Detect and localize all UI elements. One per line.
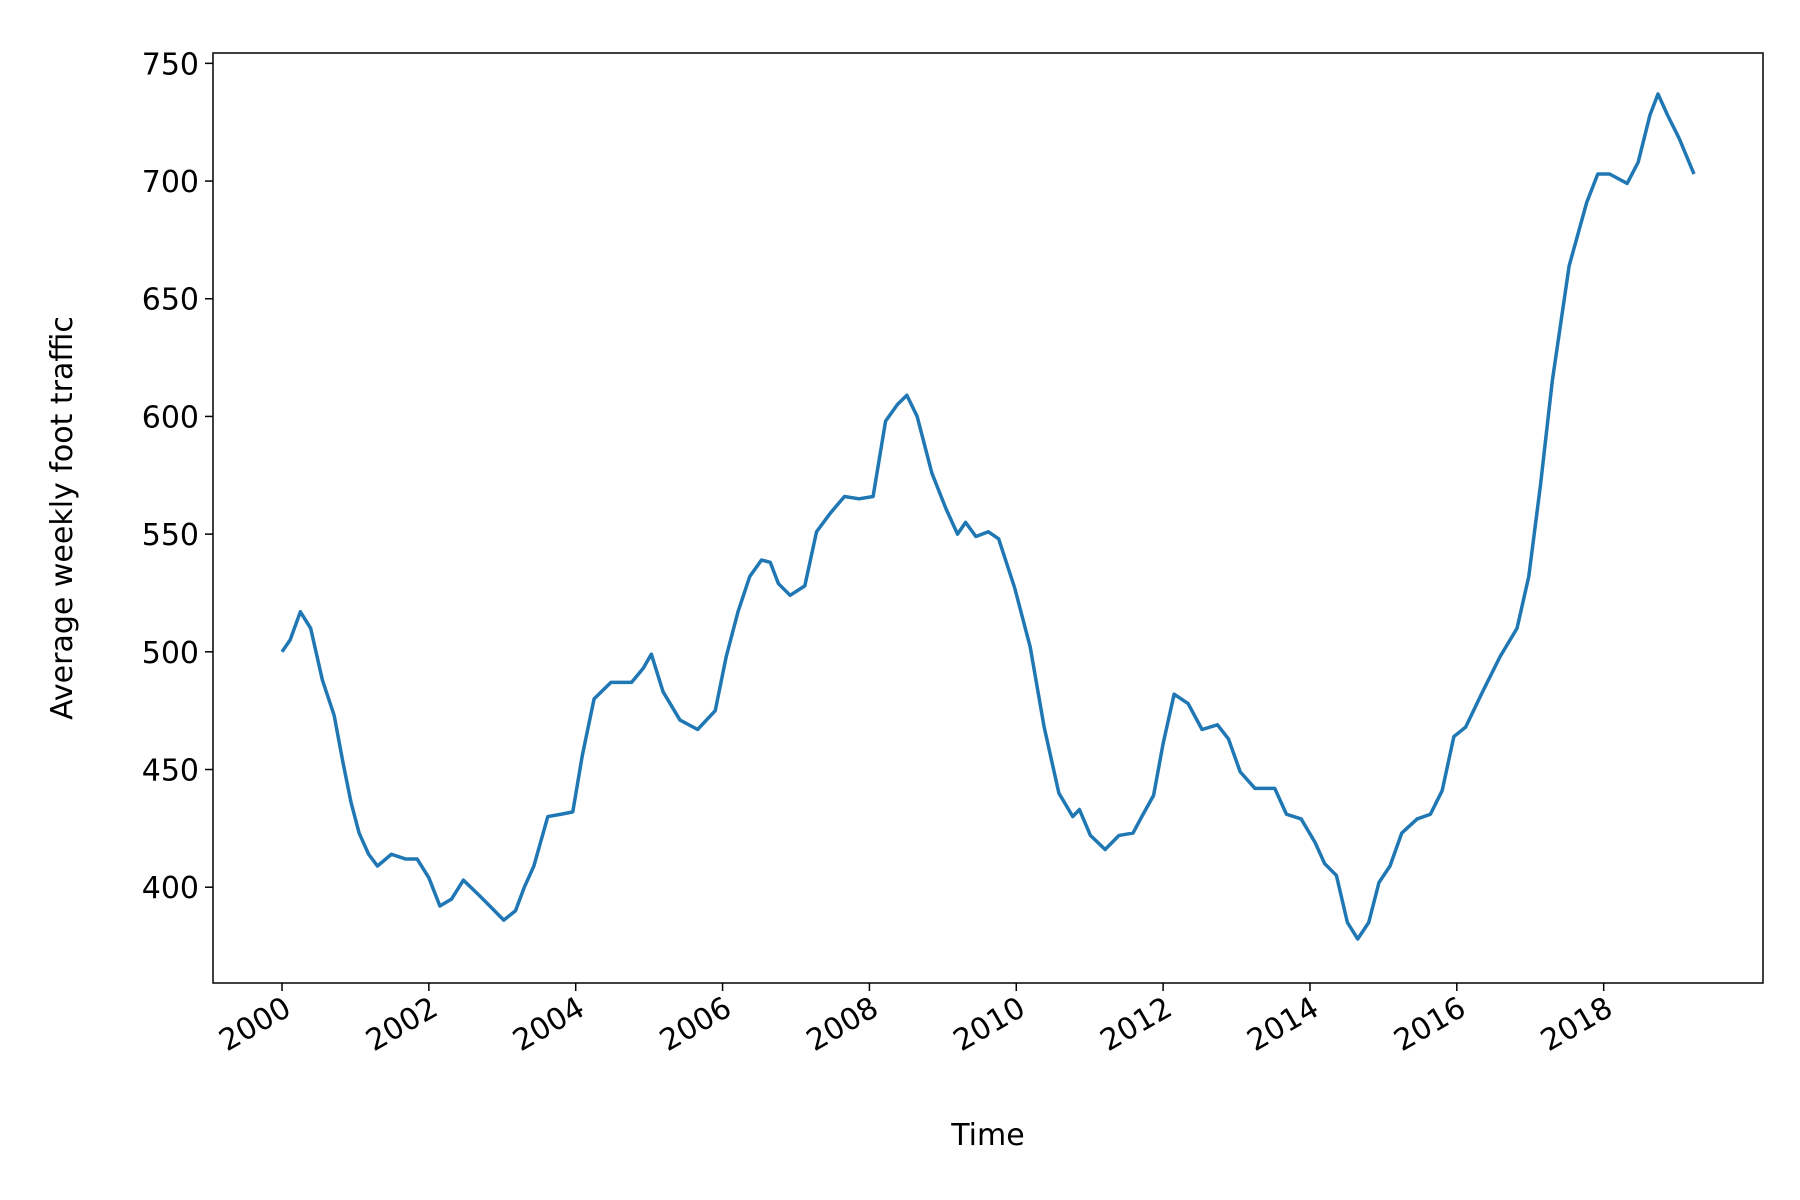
x-tick-label: 2004 bbox=[507, 990, 591, 1058]
x-tick-label: 2010 bbox=[948, 990, 1032, 1058]
y-tick-label: 500 bbox=[142, 636, 199, 671]
x-tick-label: 2012 bbox=[1094, 990, 1178, 1058]
x-tick-label: 2006 bbox=[654, 990, 738, 1058]
x-tick-label: 2018 bbox=[1535, 990, 1619, 1058]
x-tick-label: 2000 bbox=[213, 990, 297, 1058]
y-tick-label: 650 bbox=[142, 283, 199, 318]
x-axis-label: Time bbox=[950, 1118, 1024, 1153]
y-axis-label: Average weekly foot traffic bbox=[45, 316, 80, 720]
y-tick-label: 550 bbox=[142, 518, 199, 553]
y-tick-label: 750 bbox=[142, 47, 199, 82]
x-tick-label: 2008 bbox=[801, 990, 885, 1058]
x-tick-label: 2014 bbox=[1241, 990, 1325, 1058]
x-tick-label: 2016 bbox=[1388, 990, 1472, 1058]
y-tick-label: 700 bbox=[142, 165, 199, 200]
data-line bbox=[280, 92, 1696, 941]
x-tick-label: 2002 bbox=[360, 990, 444, 1058]
axes-frame bbox=[212, 52, 1764, 984]
y-tick-label: 450 bbox=[142, 754, 199, 789]
y-tick-label: 400 bbox=[142, 871, 199, 906]
y-tick-label: 600 bbox=[142, 400, 199, 435]
